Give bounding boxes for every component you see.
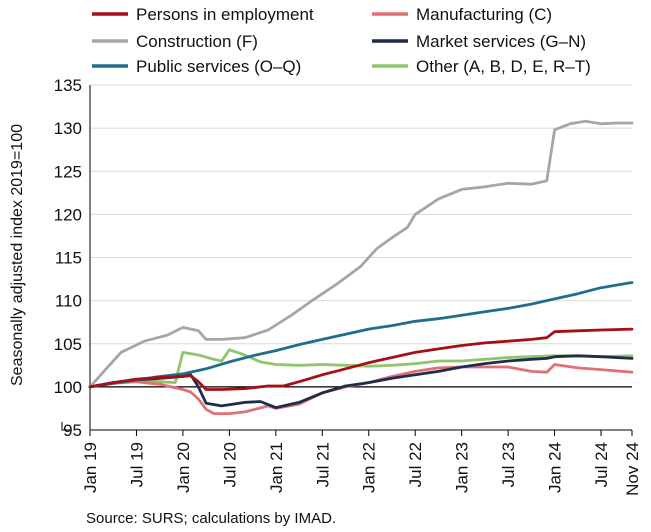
- series-line-manufacturing-c: [88, 363, 634, 415]
- x-tick-label: Jan 20: [174, 442, 193, 493]
- x-tick-label: Jul 24: [592, 442, 611, 487]
- y-tick-label: 120: [54, 205, 82, 224]
- legend-label: Public services (O–Q): [136, 57, 301, 76]
- series-line-public-services-o-q: [88, 281, 634, 389]
- series-line-construction-f: [88, 119, 634, 389]
- x-tick-label: Jan 19: [81, 442, 100, 493]
- legend-label: Manufacturing (C): [416, 5, 552, 24]
- y-tick-label: 115: [55, 249, 82, 268]
- x-tick-label: Jul 22: [406, 442, 425, 487]
- y-tick-label: 110: [55, 292, 82, 311]
- series-line-persons-in-employment: [88, 327, 634, 391]
- legend-label: Other (A, B, D, E, R–T): [416, 57, 591, 76]
- x-tick-label: Jul 19: [127, 442, 146, 487]
- legend-item-public-services-o-q: Public services (O–Q): [92, 57, 301, 76]
- series-line-other-a-b-d-e-r-t: [88, 348, 634, 389]
- x-axis: Jan 19 Jul 19 Jan 20 Jul 20 Jan 21 Jul 21 Jan …: [81, 429, 642, 496]
- legend-item-market-services-g-n: Market services (G–N): [372, 32, 586, 51]
- x-tick-label: Jan 21: [267, 442, 286, 493]
- legend-item-persons-in-employment: Persons in employment: [92, 5, 314, 24]
- x-tick-label: Jan 23: [453, 442, 472, 493]
- legend-label: Construction (F): [136, 32, 258, 51]
- x-tick-label: Jul 23: [499, 442, 518, 487]
- y-axis: 95 100 105 110 115 120 125 130 135: [54, 76, 91, 440]
- y-tick-label: 100: [54, 378, 82, 397]
- series-lines: [88, 119, 634, 415]
- x-tick-label: Jul 20: [220, 442, 239, 487]
- y-tick-label: 130: [54, 119, 82, 138]
- legend-item-construction-f: Construction (F): [92, 32, 258, 51]
- legend: Persons in employment Manufacturing (C) Co…: [92, 5, 591, 76]
- y-tick-label: 135: [54, 76, 82, 95]
- x-tick-label: Nov 24: [623, 442, 642, 496]
- legend-label: Market services (G–N): [416, 32, 586, 51]
- y-tick-label: 105: [54, 335, 82, 354]
- legend-item-manufacturing-c: Manufacturing (C): [372, 5, 552, 24]
- source-note: Source: SURS; calculations by IMAD.: [86, 510, 336, 527]
- legend-label: Persons in employment: [136, 5, 314, 24]
- y-axis-label: Seasonally adjusted index 2019=100: [9, 124, 26, 386]
- x-tick-label: Jul 21: [313, 442, 332, 487]
- y-tick-label: 125: [54, 162, 82, 181]
- legend-item-other-a-b-d-e-r-t: Other (A, B, D, E, R–T): [372, 57, 591, 76]
- axis-break-mark: [61, 422, 70, 431]
- x-tick-label: Jan 24: [546, 442, 565, 493]
- x-tick-label: Jan 22: [360, 442, 379, 493]
- y-tick-label: 95: [63, 421, 82, 440]
